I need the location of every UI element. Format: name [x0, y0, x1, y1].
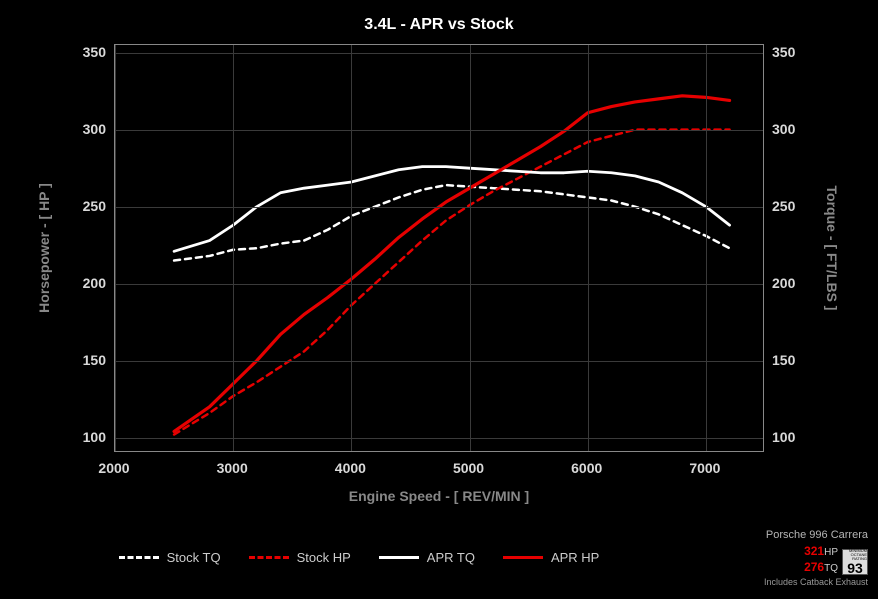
legend-item: APR HP	[503, 550, 599, 565]
legend-swatch	[503, 556, 543, 559]
chart-svg	[115, 45, 765, 453]
x-axis-label: Engine Speed - [ REV/MIN ]	[0, 488, 878, 504]
x-tick-label: 6000	[571, 460, 602, 476]
car-info-box: Porsche 996 Carrera 321HP 276TQ MINIMUM …	[718, 528, 868, 589]
y-tick-right-label: 150	[772, 352, 812, 368]
gridline-v	[351, 45, 352, 451]
legend: Stock TQ Stock HP APR TQ APR HP	[0, 550, 718, 565]
legend-item: Stock TQ	[119, 550, 221, 565]
legend-label: APR HP	[551, 550, 599, 565]
y-tick-left-label: 300	[66, 121, 106, 137]
x-tick-label: 2000	[98, 460, 129, 476]
peak-tq: 276TQ	[804, 560, 838, 576]
series-stock-tq	[174, 185, 729, 260]
gridline-h	[115, 53, 763, 54]
y-tick-right-label: 250	[772, 198, 812, 214]
gridline-v	[470, 45, 471, 451]
gridline-h	[115, 130, 763, 131]
dyno-chart: 3.4L - APR vs Stock Engine Speed - [ REV…	[0, 0, 878, 599]
gridline-v	[588, 45, 589, 451]
plot-area	[114, 44, 764, 452]
legend-swatch	[249, 556, 289, 559]
y-tick-right-label: 200	[772, 275, 812, 291]
y-tick-left-label: 200	[66, 275, 106, 291]
legend-swatch	[379, 556, 419, 559]
legend-label: APR TQ	[427, 550, 475, 565]
x-tick-label: 4000	[335, 460, 366, 476]
legend-item: APR TQ	[379, 550, 475, 565]
y-tick-left-label: 250	[66, 198, 106, 214]
gridline-h	[115, 207, 763, 208]
gridline-h	[115, 284, 763, 285]
series-apr-tq	[174, 167, 729, 252]
y-axis-right-label: Torque - [ FT/LBS ]	[824, 186, 840, 311]
gridline-h	[115, 438, 763, 439]
octane-badge: MINIMUM OCTANE RATING 93	[842, 549, 868, 575]
y-tick-right-label: 100	[772, 429, 812, 445]
gridline-v	[115, 45, 116, 451]
y-tick-left-label: 150	[66, 352, 106, 368]
chart-title: 3.4L - APR vs Stock	[0, 16, 878, 34]
y-tick-left-label: 350	[66, 44, 106, 60]
info-footnote: Includes Catback Exhaust	[718, 577, 868, 589]
x-tick-label: 7000	[689, 460, 720, 476]
series-stock-hp	[174, 130, 729, 435]
x-tick-label: 3000	[217, 460, 248, 476]
car-model: Porsche 996 Carrera	[718, 528, 868, 542]
peak-hp: 321HP	[804, 544, 838, 560]
y-tick-right-label: 300	[772, 121, 812, 137]
legend-swatch	[119, 556, 159, 559]
legend-label: Stock HP	[297, 550, 351, 565]
y-tick-left-label: 100	[66, 429, 106, 445]
legend-item: Stock HP	[249, 550, 351, 565]
gridline-v	[706, 45, 707, 451]
y-tick-right-label: 350	[772, 44, 812, 60]
legend-label: Stock TQ	[167, 550, 221, 565]
gridline-h	[115, 361, 763, 362]
gridline-v	[233, 45, 234, 451]
y-axis-left-label: Horsepower - [ HP ]	[36, 183, 52, 313]
x-tick-label: 5000	[453, 460, 484, 476]
